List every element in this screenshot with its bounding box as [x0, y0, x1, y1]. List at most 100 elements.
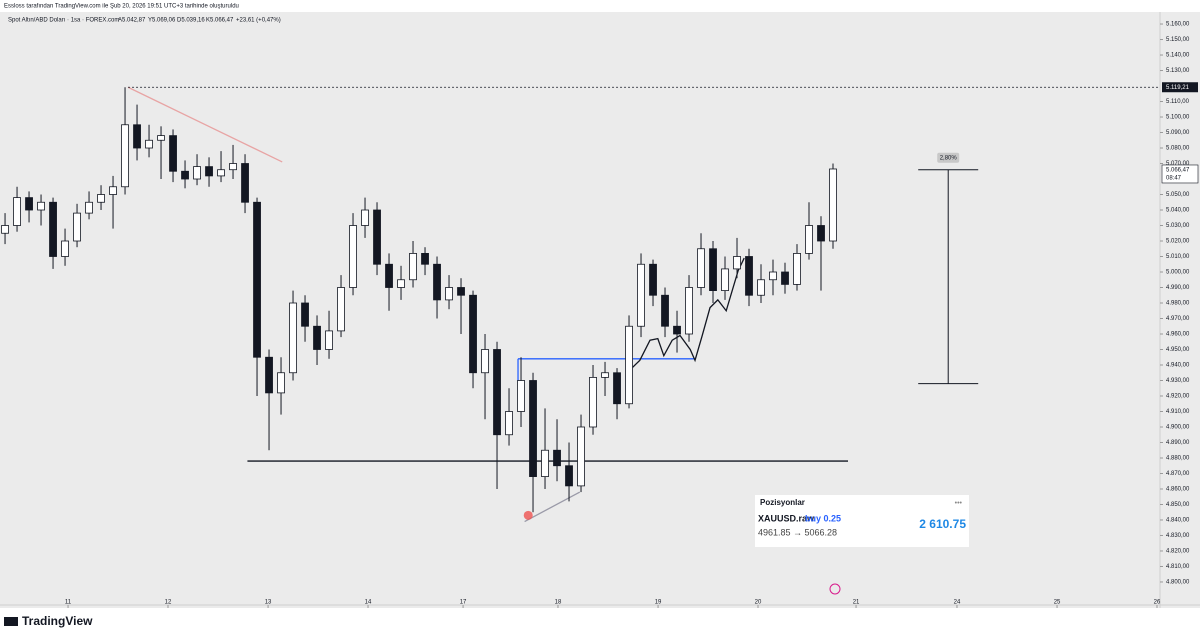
candle-body [349, 225, 357, 288]
measure-label-box [937, 152, 960, 163]
y-tick-label: 5.110,00 [1166, 99, 1190, 105]
last-price-label: 5.066,47 [1166, 168, 1190, 174]
candle-body [805, 225, 813, 254]
candle-body [361, 209, 369, 226]
candle-body [745, 256, 753, 296]
countdown: 08:47 [1166, 176, 1182, 182]
candle-body [385, 263, 393, 288]
candle-body [325, 330, 333, 350]
candle-body [445, 287, 453, 301]
candle-body [85, 201, 93, 214]
candle-body [829, 168, 837, 242]
candle-body [409, 253, 417, 281]
y-tick-label: 5.020,00 [1166, 239, 1190, 245]
candle-body [25, 197, 33, 211]
candle-body [373, 209, 381, 265]
y-tick-label: 5.010,00 [1166, 254, 1190, 260]
symbol: Spot Altın/ABD Doları · 1sa · FOREX.com [8, 18, 119, 24]
candle-body [505, 411, 513, 436]
candle-body [49, 201, 57, 257]
candle-body [265, 356, 273, 394]
last-price-box [1161, 164, 1199, 184]
brand-logo [4, 617, 18, 626]
candle-body [253, 201, 261, 358]
y-tick-label: 5.100,00 [1166, 115, 1190, 121]
candle-body [469, 294, 477, 374]
candle-body [229, 163, 237, 171]
alert-icon[interactable] [829, 583, 841, 595]
candle-body [73, 212, 81, 242]
y-tick-label: 4.930,00 [1166, 378, 1190, 384]
candle-body [433, 263, 441, 301]
candle-body [133, 124, 141, 149]
legend-high: Y5.069,06 [148, 18, 176, 24]
candle-body [13, 197, 21, 226]
candle-body [541, 449, 549, 477]
y-tick-label: 5.150,00 [1166, 37, 1190, 43]
y-tick-label: 4.810,00 [1166, 564, 1190, 570]
legend-change: +23,61 (+0,47%) [236, 18, 281, 24]
candle-body [577, 426, 585, 487]
candle-body [697, 248, 705, 288]
candle-body [289, 302, 297, 374]
candle-body [613, 372, 621, 405]
candle-body [37, 201, 45, 211]
candle-body [721, 268, 729, 292]
candle-body [817, 225, 825, 242]
y-tick-label: 4.970,00 [1166, 316, 1190, 322]
drawing-line [127, 86, 283, 163]
high-price-label: 5.119,21 [1166, 85, 1190, 91]
y-tick-label: 5.130,00 [1166, 68, 1190, 74]
brand-name: TradingView [22, 614, 93, 628]
legend-low: D5.039,16 [177, 18, 205, 24]
y-tick-label: 4.910,00 [1166, 409, 1190, 415]
legend-close: K5.066,47 [206, 18, 234, 24]
high-price-box [1162, 82, 1198, 93]
candle-body [421, 253, 429, 265]
y-tick-label: 4.900,00 [1166, 425, 1190, 431]
x-tick-label: 14 [365, 600, 372, 606]
y-tick-label: 5.050,00 [1166, 192, 1190, 198]
y-tick-label: 4.960,00 [1166, 332, 1190, 338]
candle-body [481, 349, 489, 374]
drawing-line [524, 491, 581, 523]
y-tick-label: 4.800,00 [1166, 580, 1190, 586]
candle-body [241, 163, 249, 203]
candle-body [193, 166, 201, 180]
y-tick-label: 4.870,00 [1166, 471, 1190, 477]
symbol-legend: Spot Altın/ABD Doları · 1sa · FOREX.com … [8, 18, 281, 24]
candle-body [301, 302, 309, 327]
candle-body [661, 294, 669, 327]
candle-body [313, 325, 321, 350]
y-tick-label: 5.040,00 [1166, 208, 1190, 214]
candle-body [1, 225, 9, 234]
panel-menu[interactable]: ••• [955, 500, 963, 507]
x-tick-label: 24 [954, 600, 961, 606]
x-tick-label: 19 [655, 600, 662, 606]
candle-body [217, 169, 225, 177]
candle-body [109, 186, 117, 195]
candle-body [625, 325, 633, 405]
candles [1, 87, 837, 513]
candle-body [97, 194, 105, 203]
position-side: buy 0.25 [805, 513, 841, 523]
panel-box [755, 495, 969, 547]
y-tick-label: 4.880,00 [1166, 456, 1190, 462]
candle-body [529, 380, 537, 477]
y-tick-label: 5.140,00 [1166, 53, 1190, 59]
candle-body [121, 124, 129, 188]
candle-body [649, 263, 657, 296]
candle-body [493, 349, 501, 436]
y-tick-label: 4.840,00 [1166, 518, 1190, 524]
y-tick-label: 5.070,00 [1166, 161, 1190, 167]
candle-body [793, 253, 801, 285]
candle-body [673, 325, 681, 335]
x-tick-label: 12 [165, 600, 172, 606]
plot-background [0, 12, 1200, 608]
candle-body [757, 279, 765, 296]
header: Essloss tarafından TradingView.com ile Ş… [4, 4, 239, 10]
y-tick-label: 4.850,00 [1166, 502, 1190, 508]
candle-body [181, 170, 189, 180]
x-tick-label: 13 [265, 600, 272, 606]
candle-body [277, 372, 285, 394]
